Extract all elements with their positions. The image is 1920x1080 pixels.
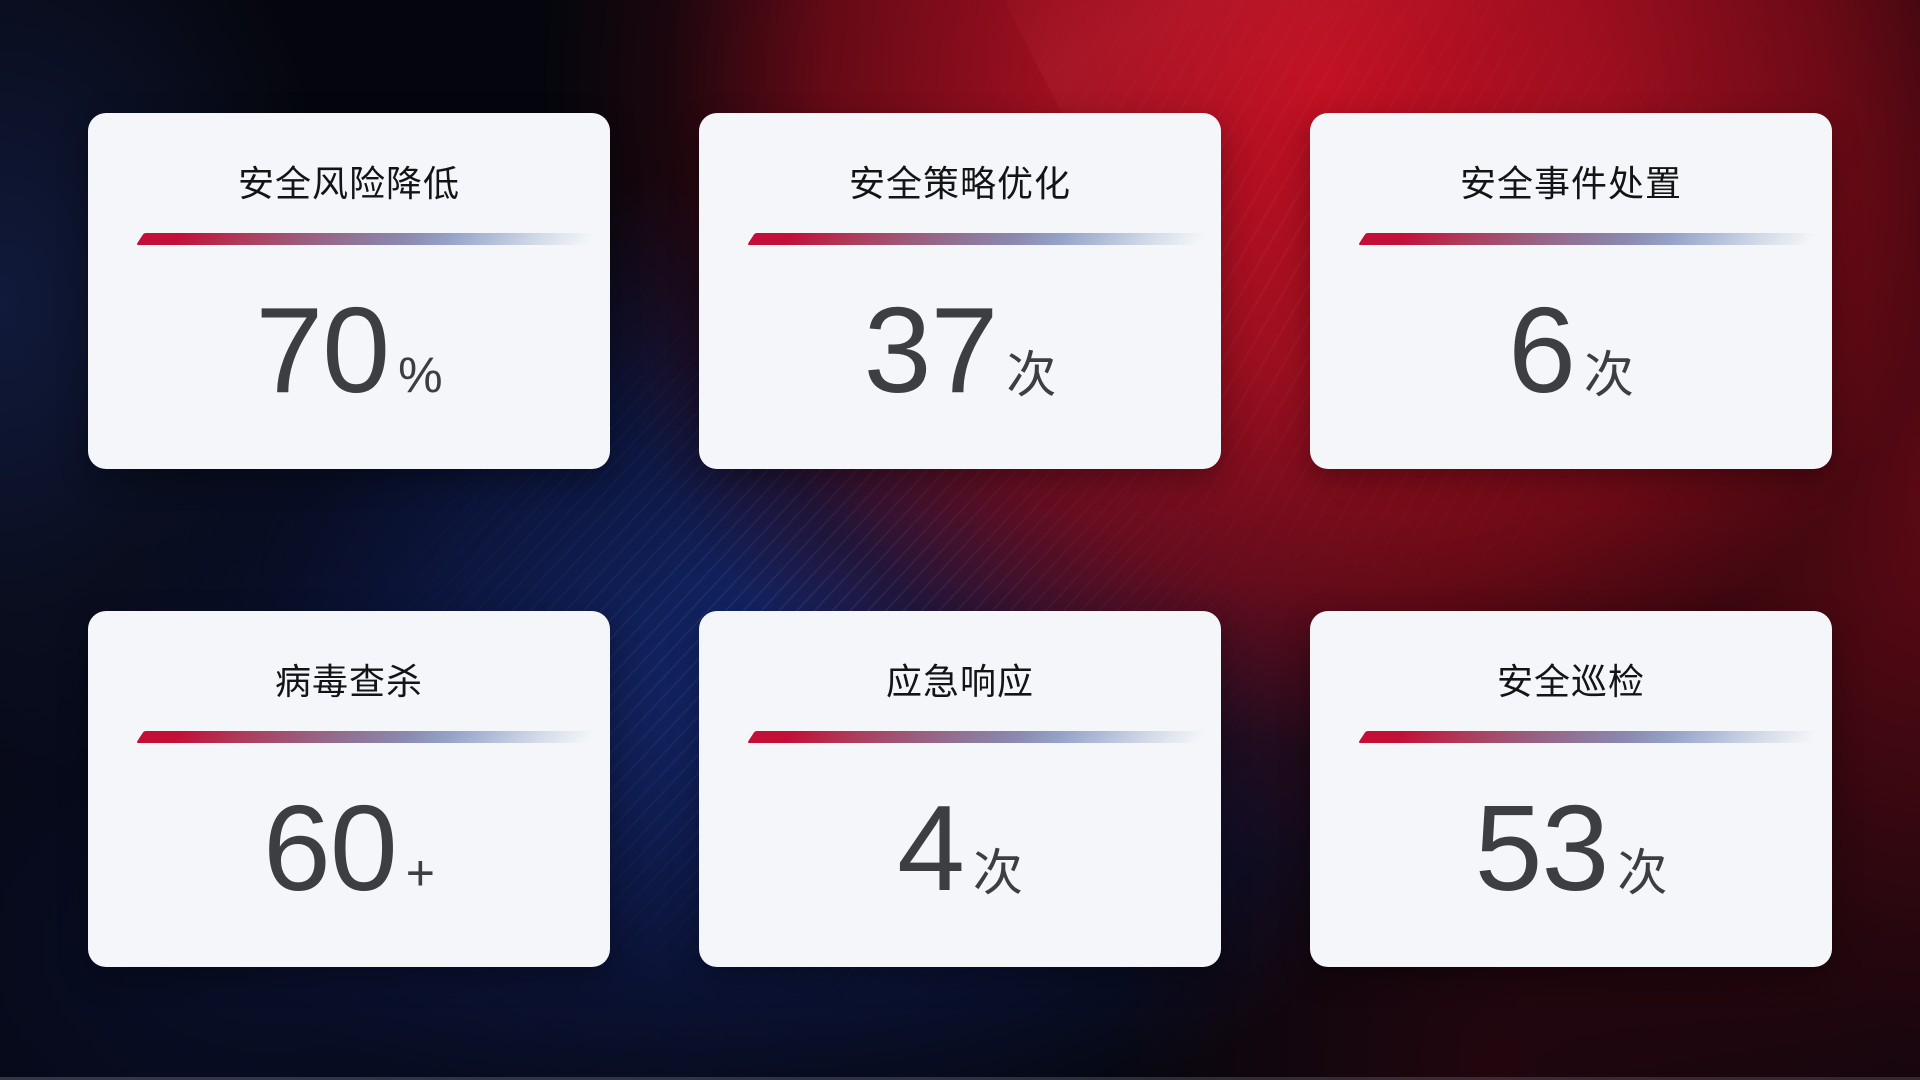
stat-card-title: 应急响应 — [885, 661, 1034, 702]
divider-accent-bar — [136, 233, 600, 245]
stat-card-title: 安全事件处置 — [1459, 163, 1682, 204]
stat-card-virus-scan: 病毒查杀 60 + — [88, 611, 610, 967]
bottom-edge-line — [0, 1077, 1920, 1080]
stat-unit: 次 — [1617, 845, 1668, 901]
stat-number: 6 — [1508, 282, 1576, 418]
stat-number: 4 — [897, 780, 965, 916]
stat-card-value: 37 次 — [864, 285, 1057, 415]
stat-card-value: 70 % — [255, 285, 442, 415]
stat-card-emergency-response: 应急响应 4 次 — [699, 611, 1221, 967]
stat-card-title: 安全风险降低 — [237, 163, 460, 204]
stat-number: 37 — [863, 282, 999, 418]
stat-number: 70 — [255, 282, 390, 418]
stat-unit: 次 — [972, 845, 1023, 901]
divider-accent-bar — [747, 731, 1211, 743]
stat-card-title: 安全巡检 — [1496, 661, 1645, 702]
stat-card-title: 病毒查杀 — [274, 661, 423, 702]
stat-card-value: 60 + — [263, 783, 435, 913]
stat-card-title: 安全策略优化 — [848, 163, 1071, 204]
stat-card-security-inspection: 安全巡检 53 次 — [1310, 611, 1832, 967]
divider-accent-bar — [1358, 233, 1822, 245]
stat-card-security-risk-reduction: 安全风险降低 70 % — [88, 113, 610, 469]
stat-unit: + — [405, 845, 435, 901]
stat-card-security-incident-handling: 安全事件处置 6 次 — [1310, 113, 1832, 469]
stat-card-security-policy-optimization: 安全策略优化 37 次 — [699, 113, 1221, 469]
stat-card-value: 6 次 — [1508, 285, 1634, 415]
divider-accent-bar — [747, 233, 1211, 245]
divider-accent-bar — [136, 731, 600, 743]
stat-number: 60 — [263, 780, 398, 916]
stat-card-value: 53 次 — [1475, 783, 1668, 913]
stat-card-value: 4 次 — [897, 783, 1023, 913]
stat-unit: 次 — [1006, 347, 1057, 403]
stats-grid: 安全风险降低 70 % 安全策略优化 37 次 安全事件处置 6 次 病毒查 — [88, 113, 1832, 967]
stat-unit: % — [398, 347, 443, 403]
divider-accent-bar — [1358, 731, 1822, 743]
stat-number: 53 — [1474, 780, 1610, 916]
stat-unit: 次 — [1583, 347, 1634, 403]
